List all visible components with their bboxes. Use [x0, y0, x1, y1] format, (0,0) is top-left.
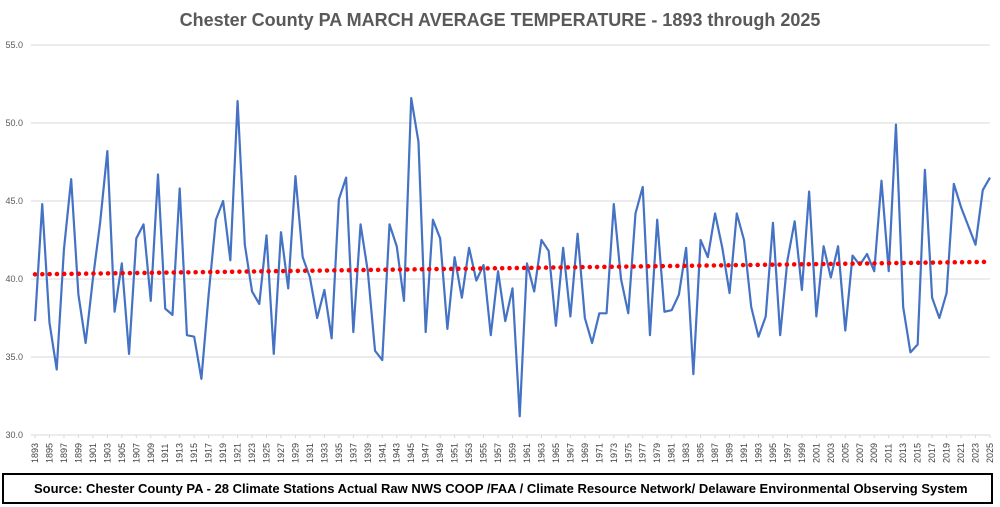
x-tick-label: 1915 — [189, 443, 199, 463]
x-tick-label: 1947 — [421, 443, 431, 463]
x-tick-label: 1929 — [290, 443, 300, 463]
y-tick-label: 45.0 — [5, 196, 23, 206]
x-tick-label: 1959 — [508, 443, 518, 463]
x-axis-tick-labels: 1893 1895 1897 1899 1901 1903 1905 1907 1909 1911… — [30, 435, 995, 463]
x-tick-label: 1939 — [363, 443, 373, 463]
source-note: Source: Chester County PA - 28 Climate S… — [34, 481, 968, 496]
x-tick-label: 1997 — [782, 443, 792, 463]
y-tick-label: 55.0 — [5, 40, 23, 50]
x-tick-label: 1921 — [233, 443, 243, 463]
x-tick-label: 1907 — [131, 443, 141, 463]
x-tick-label: 1973 — [609, 443, 619, 463]
series-layer — [32, 96, 993, 418]
x-tick-label: 1953 — [464, 443, 474, 463]
x-tick-label: 2015 — [913, 443, 923, 463]
x-tick-label: 1969 — [580, 443, 590, 463]
x-tick-label: 2025 — [985, 443, 995, 463]
x-tick-label: 1941 — [377, 443, 387, 463]
x-tick-label: 1979 — [652, 443, 662, 463]
x-tick-label: 1903 — [102, 443, 112, 463]
y-tick-label: 40.0 — [5, 274, 23, 284]
x-tick-label: 1901 — [88, 443, 98, 463]
x-tick-label: 1955 — [479, 443, 489, 463]
x-tick-label: 1933 — [319, 443, 329, 463]
x-tick-label: 1999 — [797, 443, 807, 463]
x-tick-label: 1967 — [565, 443, 575, 463]
y-axis-tick-labels: 30.0 35.0 40.0 45.0 50.0 55.0 — [5, 40, 23, 440]
x-tick-label: 1905 — [117, 443, 127, 463]
x-tick-label: 2005 — [840, 443, 850, 463]
x-tick-label: 1937 — [348, 443, 358, 463]
x-tick-label: 2011 — [884, 444, 894, 463]
x-tick-label: 1971 — [594, 443, 604, 463]
x-tick-label: 1925 — [262, 443, 272, 463]
grid-layer — [31, 44, 990, 436]
x-tick-label: 1909 — [146, 443, 156, 463]
chart-title: Chester County PA MARCH AVERAGE TEMPERAT… — [180, 10, 821, 30]
x-tick-label: 1961 — [522, 443, 532, 463]
x-tick-label: 1897 — [59, 443, 69, 463]
chart-area: Chester County PA MARCH AVERAGE TEMPERAT… — [5, 10, 995, 463]
x-tick-label: 1945 — [406, 443, 416, 463]
x-tick-label: 1911 — [160, 444, 170, 463]
x-tick-label: 1923 — [247, 443, 257, 463]
x-tick-label: 1975 — [623, 443, 633, 463]
x-tick-label: 1913 — [175, 443, 185, 463]
x-tick-label: 1993 — [753, 443, 763, 463]
x-tick-label: 1935 — [334, 443, 344, 463]
x-tick-label: 1931 — [305, 443, 315, 463]
y-tick-label: 30.0 — [5, 430, 23, 440]
x-tick-label: 2013 — [898, 443, 908, 463]
x-tick-label: 1991 — [739, 443, 749, 463]
x-tick-label: 1899 — [73, 443, 83, 463]
x-tick-label: 1977 — [638, 443, 648, 463]
x-tick-label: 2017 — [927, 443, 937, 463]
x-tick-label: 1983 — [681, 443, 691, 463]
x-tick-label: 1957 — [493, 443, 503, 463]
line-chart: Chester County PA MARCH AVERAGE TEMPERAT… — [5, 10, 995, 463]
x-tick-label: 2019 — [942, 443, 952, 463]
x-tick-label: 1943 — [392, 443, 402, 463]
source-note-box: Source: Chester County PA - 28 Climate S… — [2, 473, 993, 504]
x-tick-label: 2003 — [826, 443, 836, 463]
y-tick-label: 50.0 — [5, 118, 23, 128]
x-tick-label: 1981 — [667, 443, 677, 463]
x-tick-label: 1895 — [44, 443, 54, 463]
x-tick-label: 2023 — [971, 443, 981, 463]
x-tick-label: 2001 — [811, 443, 821, 463]
x-tick-label: 1917 — [204, 443, 214, 463]
x-tick-label: 2009 — [869, 443, 879, 463]
x-tick-label: 1963 — [536, 443, 546, 463]
x-tick-label: 1985 — [696, 443, 706, 463]
trendline-1 — [32, 259, 993, 277]
series-line-0 — [33, 96, 991, 418]
x-tick-label: 1951 — [450, 443, 460, 463]
y-tick-label: 35.0 — [5, 352, 23, 362]
x-tick-label: 1919 — [218, 443, 228, 463]
x-tick-label: 1949 — [435, 443, 445, 463]
x-tick-label: 1987 — [710, 443, 720, 463]
x-tick-label: 2007 — [855, 443, 865, 463]
x-tick-label: 1965 — [551, 443, 561, 463]
x-tick-label: 2021 — [956, 443, 966, 463]
x-tick-label: 1927 — [276, 443, 286, 463]
x-tick-label: 1995 — [768, 443, 778, 463]
x-tick-label: 1989 — [725, 443, 735, 463]
x-tick-label: 1893 — [30, 443, 40, 463]
